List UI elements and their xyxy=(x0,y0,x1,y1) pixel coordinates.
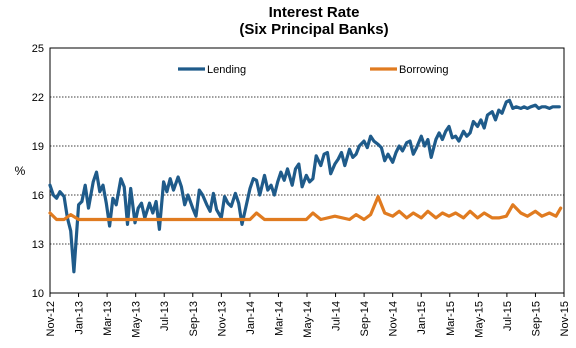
y-tick-label: 10 xyxy=(32,288,44,300)
x-tick-label: Mar-14 xyxy=(273,301,285,336)
x-tick-label: May-14 xyxy=(302,301,314,338)
y-axis-label: % xyxy=(15,164,26,178)
x-tick-label: Nov-14 xyxy=(388,301,400,336)
chart-title-block: Interest Rate (Six Principal Banks) xyxy=(0,4,576,38)
y-tick-label: 19 xyxy=(32,141,44,153)
y-tick-label: 13 xyxy=(32,239,44,251)
x-tick-label: Jul-14 xyxy=(331,301,343,331)
x-tick-label: Mar-13 xyxy=(102,301,114,336)
x-tick-labels: Nov-12 Jan-13 Mar-13 May-13 Jul-13 Sep-13 Nov-… xyxy=(45,301,571,338)
chart-title: Interest Rate xyxy=(268,4,360,21)
chart-subtitle: (Six Principal Banks) xyxy=(239,21,389,38)
y-tick-label: 25 xyxy=(32,43,44,55)
x-tick-label: Sep-15 xyxy=(530,301,542,336)
x-tick-label: Jan-14 xyxy=(245,301,257,335)
x-tick-label: May-13 xyxy=(131,301,143,338)
series-line-lending xyxy=(48,98,561,274)
legend-label-lending: Lending xyxy=(207,64,246,76)
y-tick-label: 16 xyxy=(32,190,44,202)
x-tick-label: Sep-13 xyxy=(188,301,200,336)
y-tick-labels: 10 13 16 19 22 25 xyxy=(32,43,44,300)
x-tick-label: Nov-12 xyxy=(45,301,57,336)
x-tick-label: Jul-15 xyxy=(502,301,514,331)
x-tick-label: Jan-13 xyxy=(74,301,86,335)
y-tick-label: 22 xyxy=(32,92,44,104)
plot-frame xyxy=(49,47,565,294)
x-tick-label: Sep-14 xyxy=(359,301,371,336)
series-line-borrowing xyxy=(48,195,563,222)
axes xyxy=(49,47,565,297)
x-tick-label: Nov-13 xyxy=(216,301,228,336)
x-tick-label: May-15 xyxy=(473,301,485,338)
series-lines xyxy=(48,98,563,274)
x-tick-label: Jul-13 xyxy=(159,301,171,331)
legend-label-borrowing: Borrowing xyxy=(399,64,449,76)
x-tick-label: Jan-15 xyxy=(416,301,428,335)
x-tick-label: Mar-15 xyxy=(445,301,457,336)
x-tick-label: Nov-15 xyxy=(559,301,571,336)
legend: Lending Borrowing xyxy=(178,64,449,76)
